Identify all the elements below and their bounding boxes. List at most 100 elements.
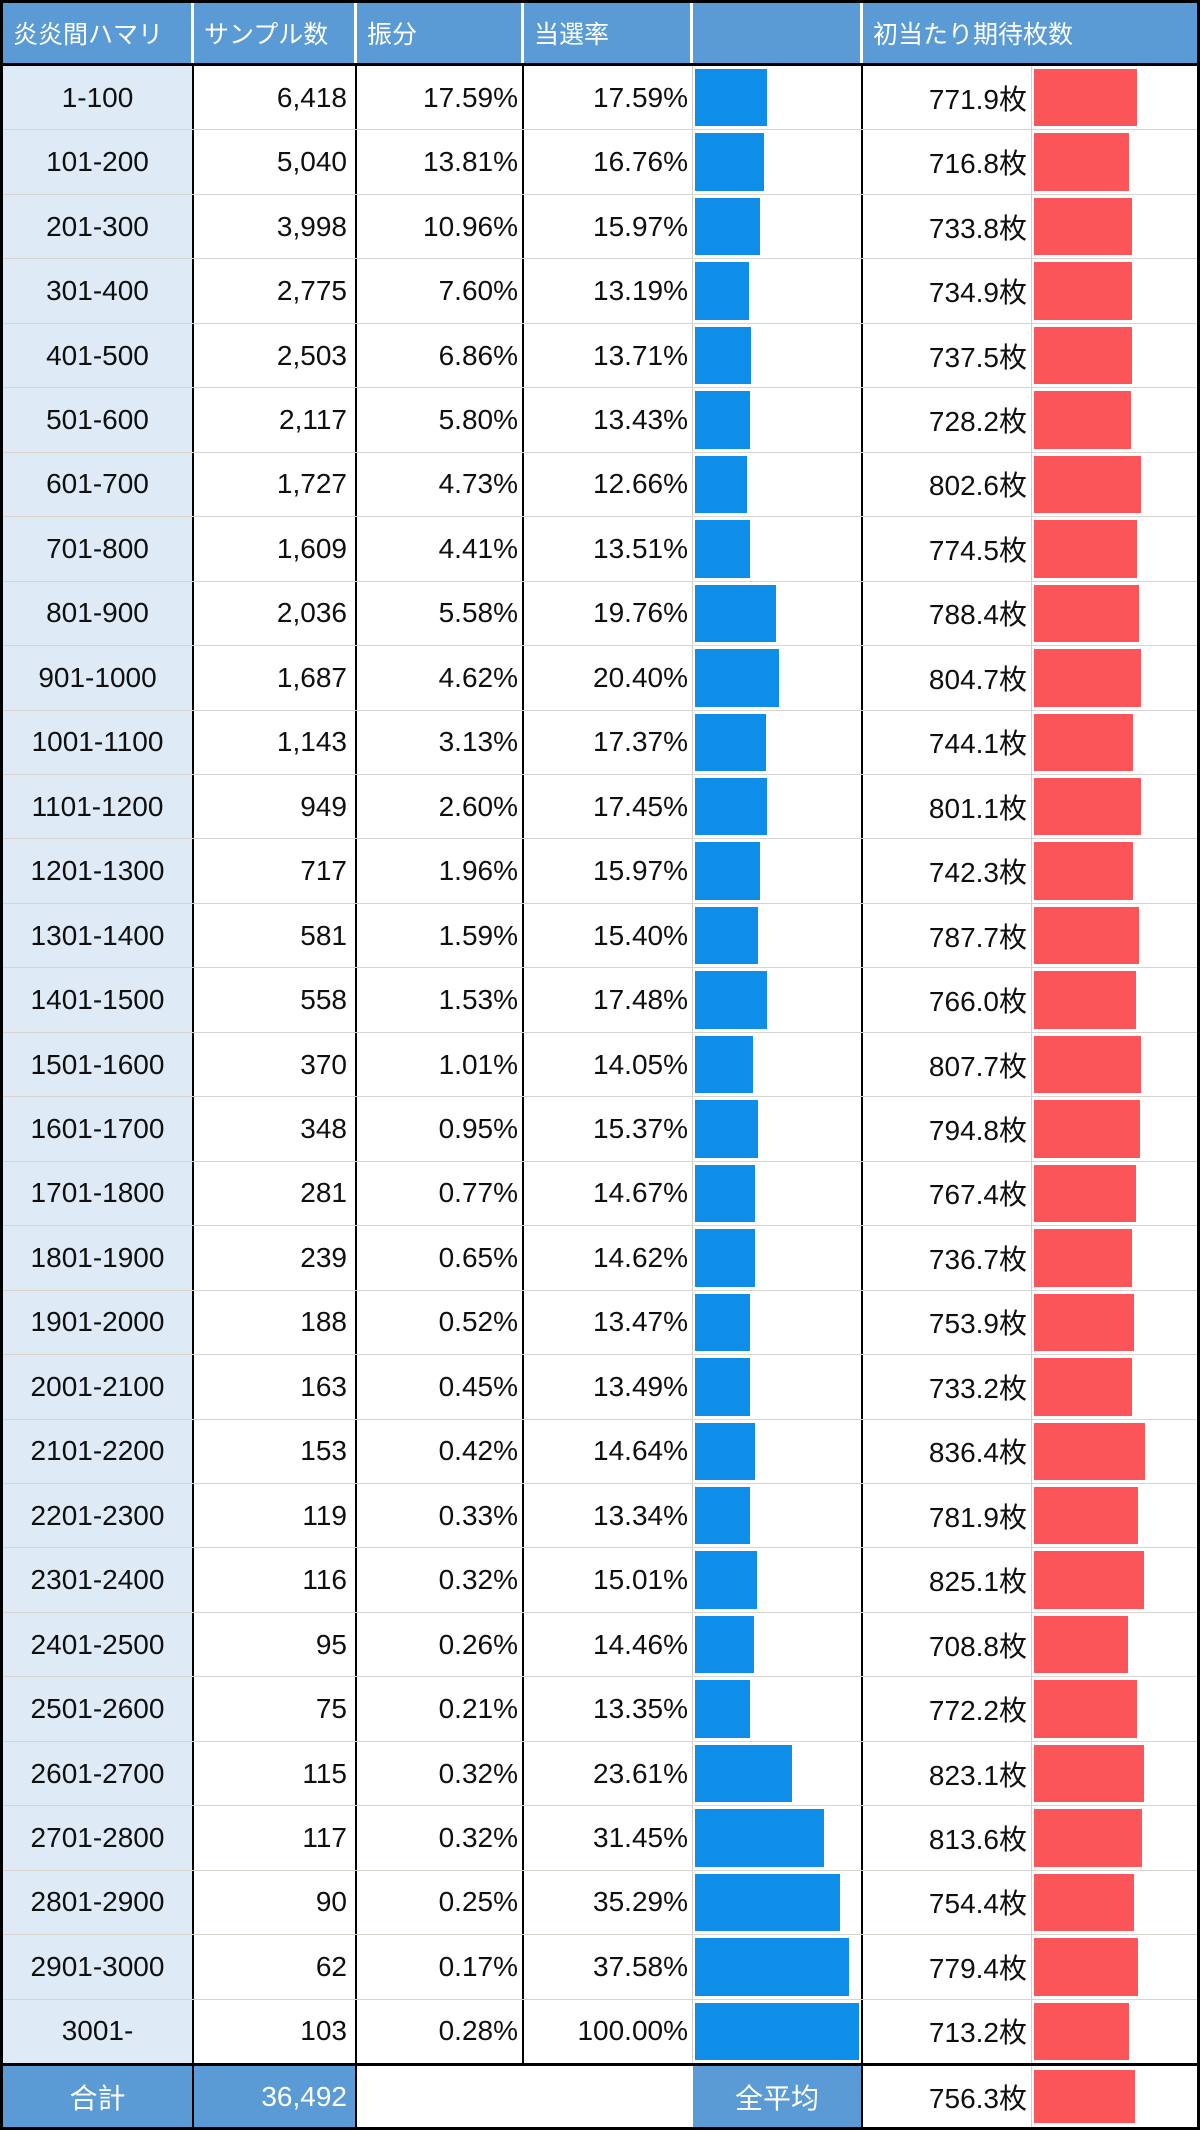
- win-rate-bar: [695, 1873, 840, 1932]
- samples-cell: 3,998: [194, 194, 357, 259]
- win-rate-cell: 14.05%: [524, 1032, 693, 1097]
- win-rate-cell: 15.97%: [524, 194, 693, 259]
- range-cell: 2501-2600: [3, 1677, 194, 1741]
- payout-bar: [1034, 649, 1142, 707]
- range-cell: 501-600: [3, 388, 194, 452]
- distribution-cell: 0.28%: [357, 1999, 524, 2064]
- table-row: 1401-1500 558 1.53% 17.48% 766.0枚: [3, 968, 1197, 1033]
- samples-cell: 75: [194, 1677, 357, 1741]
- payout-cell: 771.9枚: [863, 66, 1032, 130]
- table-row: 901-1000 1,687 4.62% 20.40% 804.7枚: [3, 646, 1197, 711]
- table-row: 2701-2800 117 0.32% 31.45% 813.6枚: [3, 1806, 1197, 1871]
- payout-cell: 772.2枚: [863, 1677, 1032, 1741]
- header-distribution: 振分: [357, 3, 524, 63]
- distribution-cell: 0.42%: [357, 1419, 524, 1483]
- win-rate-cell: 17.59%: [524, 66, 693, 130]
- distribution-cell: 6.86%: [357, 323, 524, 388]
- payout-bar: [1034, 842, 1133, 900]
- samples-cell: 103: [194, 1999, 357, 2064]
- win-rate-bar-cell: [693, 1483, 863, 1548]
- win-rate-bar: [695, 1229, 755, 1287]
- table-row: 501-600 2,117 5.80% 13.43% 728.2枚: [3, 388, 1197, 453]
- distribution-cell: 4.62%: [357, 646, 524, 710]
- payout-bar: [1034, 584, 1139, 643]
- win-rate-cell: 13.19%: [524, 259, 693, 323]
- distribution-cell: 0.32%: [357, 1741, 524, 1806]
- win-rate-bar-cell: [693, 1612, 863, 1677]
- payout-bar: [1034, 1938, 1138, 1996]
- samples-cell: 116: [194, 1548, 357, 1612]
- samples-cell: 119: [194, 1483, 357, 1548]
- payout-cell: 801.1枚: [863, 774, 1032, 839]
- payout-cell: 813.6枚: [863, 1806, 1032, 1870]
- win-rate-bar-cell: [693, 1161, 863, 1226]
- payout-bar-cell: [1032, 388, 1197, 451]
- payout-bar: [1034, 391, 1131, 449]
- win-rate-cell: 15.37%: [524, 1097, 693, 1161]
- payout-bar: [1034, 1680, 1137, 1738]
- payout-cell: 802.6枚: [863, 452, 1032, 517]
- table-row: 2401-2500 95 0.26% 14.46% 708.8枚: [3, 1612, 1197, 1678]
- range-cell: 2001-2100: [3, 1355, 194, 1419]
- win-rate-bar: [695, 1422, 756, 1480]
- distribution-cell: 7.60%: [357, 259, 524, 323]
- win-rate-bar: [695, 1035, 753, 1094]
- win-rate-cell: 13.51%: [524, 517, 693, 581]
- range-cell: 2901-3000: [3, 1935, 194, 1999]
- distribution-cell: 1.01%: [357, 1032, 524, 1097]
- win-rate-bar: [695, 713, 767, 771]
- win-rate-bar-cell: [693, 903, 863, 968]
- win-rate-bar-cell: [693, 1290, 863, 1355]
- distribution-cell: 1.53%: [357, 968, 524, 1032]
- win-rate-bar-cell: [693, 517, 863, 581]
- distribution-cell: 0.33%: [357, 1483, 524, 1548]
- payout-cell: 733.2枚: [863, 1355, 1032, 1419]
- distribution-cell: 5.80%: [357, 388, 524, 452]
- payout-bar: [1034, 1809, 1143, 1867]
- payout-bar-cell: [1032, 1806, 1197, 1869]
- range-cell: 2801-2900: [3, 1870, 194, 1935]
- win-rate-bar-cell: [693, 1999, 863, 2064]
- win-rate-bar-cell: [693, 130, 863, 194]
- range-cell: 2701-2800: [3, 1806, 194, 1870]
- payout-bar-cell: [1032, 1871, 1197, 1934]
- distribution-cell: 0.65%: [357, 1226, 524, 1290]
- win-rate-cell: 14.62%: [524, 1226, 693, 1290]
- payout-cell: 767.4枚: [863, 1161, 1032, 1226]
- win-rate-bar-cell: [693, 1226, 863, 1290]
- distribution-cell: 0.17%: [357, 1935, 524, 1999]
- win-rate-bar-cell: [693, 646, 863, 710]
- win-rate-cell: 15.01%: [524, 1548, 693, 1612]
- payout-bar-cell: [1032, 1935, 1197, 1998]
- win-rate-cell: 16.76%: [524, 130, 693, 194]
- payout-bar-cell: [1032, 1162, 1197, 1225]
- range-cell: 1001-1100: [3, 710, 194, 774]
- table-row: 1901-2000 188 0.52% 13.47% 753.9枚: [3, 1290, 1197, 1356]
- win-rate-cell: 14.67%: [524, 1161, 693, 1226]
- payout-bar: [1034, 520, 1138, 578]
- table-row: 1201-1300 717 1.96% 15.97% 742.3枚: [3, 839, 1197, 904]
- samples-cell: 239: [194, 1226, 357, 1290]
- table-row: 701-800 1,609 4.41% 13.51% 774.5枚: [3, 517, 1197, 582]
- payout-cell: 807.7枚: [863, 1032, 1032, 1097]
- win-rate-bar-cell: [693, 968, 863, 1032]
- table-header-row: 炎炎間ハマリ サンプル数 振分 当選率 初当たり期待枚数: [3, 3, 1197, 66]
- payout-bar-cell: [1032, 2000, 1197, 2063]
- footer-average-label: 全平均: [693, 2066, 863, 2127]
- payout-cell: 766.0枚: [863, 968, 1032, 1032]
- win-rate-bar-cell: [693, 1935, 863, 1999]
- payout-bar: [1034, 2002, 1129, 2061]
- win-rate-bar: [695, 1744, 792, 1803]
- payout-bar: [1034, 777, 1141, 836]
- payout-bar-cell: [1032, 1484, 1197, 1547]
- samples-cell: 370: [194, 1032, 357, 1097]
- payout-bar-cell: [1032, 66, 1197, 129]
- range-cell: 1401-1500: [3, 968, 194, 1032]
- distribution-cell: 3.13%: [357, 710, 524, 774]
- payout-bar-cell: [1032, 968, 1197, 1031]
- win-rate-cell: 13.35%: [524, 1677, 693, 1741]
- distribution-cell: 0.32%: [357, 1806, 524, 1870]
- payout-cell: 779.4枚: [863, 1935, 1032, 1999]
- payout-bar: [1034, 1486, 1139, 1545]
